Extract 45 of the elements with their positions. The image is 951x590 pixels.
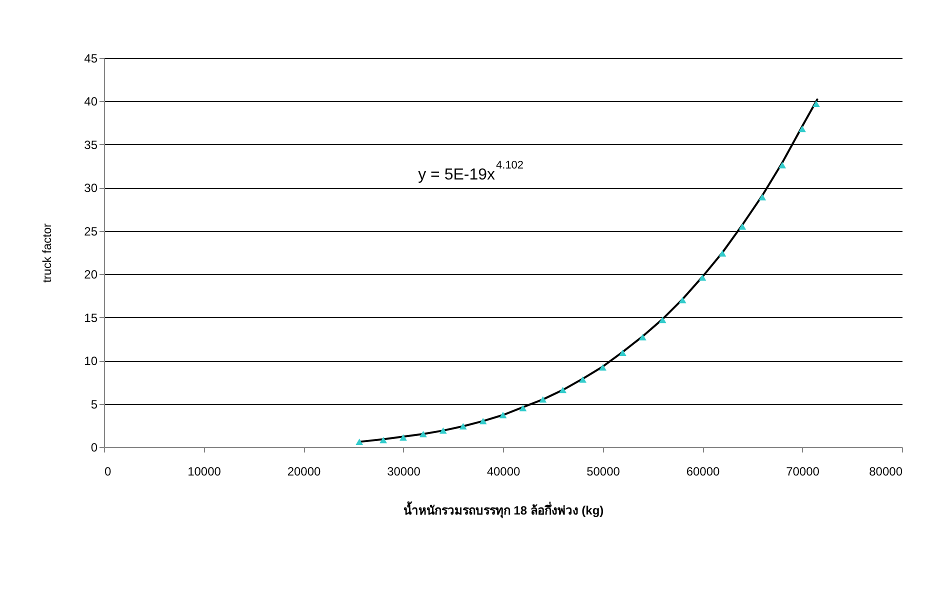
y-tick-label: 30	[84, 181, 98, 196]
point	[400, 434, 407, 441]
point	[798, 126, 806, 132]
point	[459, 423, 467, 430]
point	[519, 404, 527, 412]
point	[658, 316, 666, 324]
x-tick-label: 40000	[486, 464, 521, 478]
y-tick-label: 5	[90, 397, 98, 412]
point	[419, 430, 427, 438]
x-axis-title: น้ำหนักรวมรถบรรทุก 18 ล้อกึ่งพ่วง (kg)	[403, 500, 604, 518]
y-tick-label: 10	[84, 354, 98, 368]
point	[380, 436, 388, 444]
point	[778, 162, 786, 168]
y-tick-label: 40	[84, 94, 98, 109]
point	[812, 100, 820, 108]
x-tick-label: 70000	[786, 464, 820, 478]
point	[698, 274, 706, 281]
x-tick-label: 10000	[188, 464, 222, 478]
x-tick-label: 0	[104, 464, 112, 478]
y-tick-label: 15	[84, 310, 98, 325]
point	[758, 194, 766, 200]
y-tick-label: 25	[84, 224, 98, 238]
point	[559, 386, 567, 394]
point	[638, 334, 646, 340]
point	[439, 427, 447, 434]
x-tick-label: 50000	[586, 464, 620, 478]
point	[718, 250, 726, 257]
point	[738, 223, 746, 230]
y-tick-label: 45	[84, 52, 98, 66]
point	[579, 376, 587, 383]
x-tick-label: 80000	[869, 464, 903, 478]
point	[356, 438, 364, 446]
x-tick-label: 30000	[387, 464, 421, 478]
point	[539, 396, 547, 403]
point	[499, 412, 507, 418]
point	[599, 364, 606, 371]
point	[618, 350, 626, 356]
y-tick-label: 20	[84, 268, 98, 282]
y-tick-label: 0	[90, 440, 98, 454]
point	[678, 296, 686, 304]
point	[479, 418, 487, 424]
x-tick-label: 20000	[287, 464, 322, 478]
y-axis-title: truck factor	[40, 223, 54, 283]
x-tick-label: 60000	[686, 464, 720, 478]
y-tick-label: 35	[84, 138, 98, 152]
